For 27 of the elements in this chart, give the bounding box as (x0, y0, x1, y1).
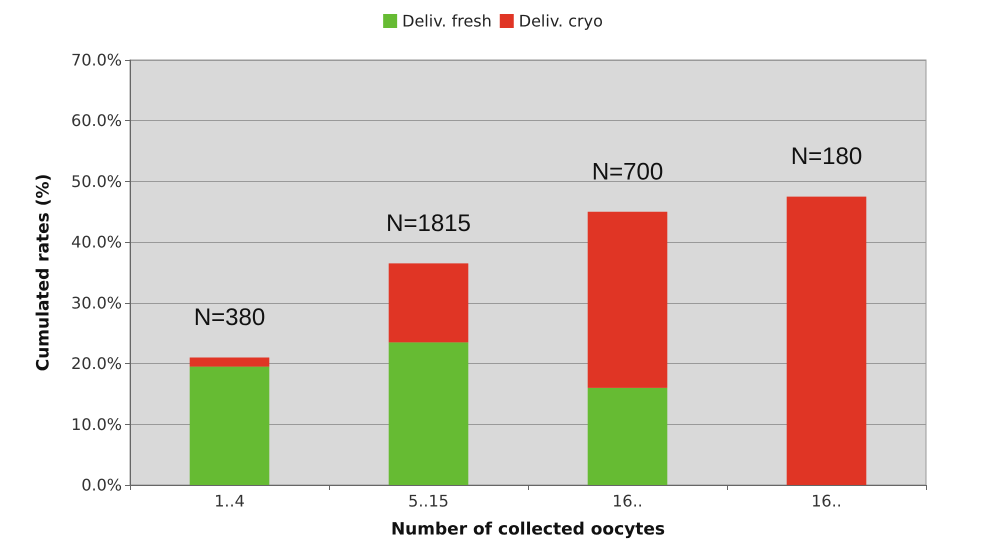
legend-label: Deliv. fresh (402, 12, 492, 30)
annotation: N=1815 (386, 210, 471, 237)
bar (190, 358, 270, 367)
y-tick-label: 50.0% (71, 172, 122, 191)
x-tick-label: 1..4 (214, 492, 245, 510)
y-tick-label: 10.0% (71, 414, 122, 434)
y-axis-title: Cumulated rates (%) (34, 174, 54, 372)
y-tick-label: 30.0% (71, 293, 122, 312)
legend-label: Deliv. cryo (518, 12, 603, 30)
bar (786, 196, 866, 485)
annotation: N=180 (790, 143, 862, 170)
bar (190, 366, 270, 485)
bar (388, 263, 468, 342)
y-tick-label: 60.0% (71, 111, 122, 130)
annotation: N=700 (592, 158, 664, 186)
y-tick-label: 70.0% (71, 50, 122, 70)
bar (588, 212, 668, 388)
x-tick-label: 16.. (811, 492, 842, 510)
y-tick-label: 20.0% (71, 354, 122, 374)
bar (588, 388, 668, 485)
x-tick-label: 5..15 (408, 492, 449, 510)
y-tick-label: 40.0% (71, 232, 122, 252)
bar (388, 342, 468, 485)
annotation: N=380 (194, 304, 266, 331)
x-axis-title: Number of collected oocytes (390, 520, 666, 540)
y-tick-label: 0.0% (81, 476, 122, 494)
x-tick-label: 16.. (612, 492, 643, 510)
